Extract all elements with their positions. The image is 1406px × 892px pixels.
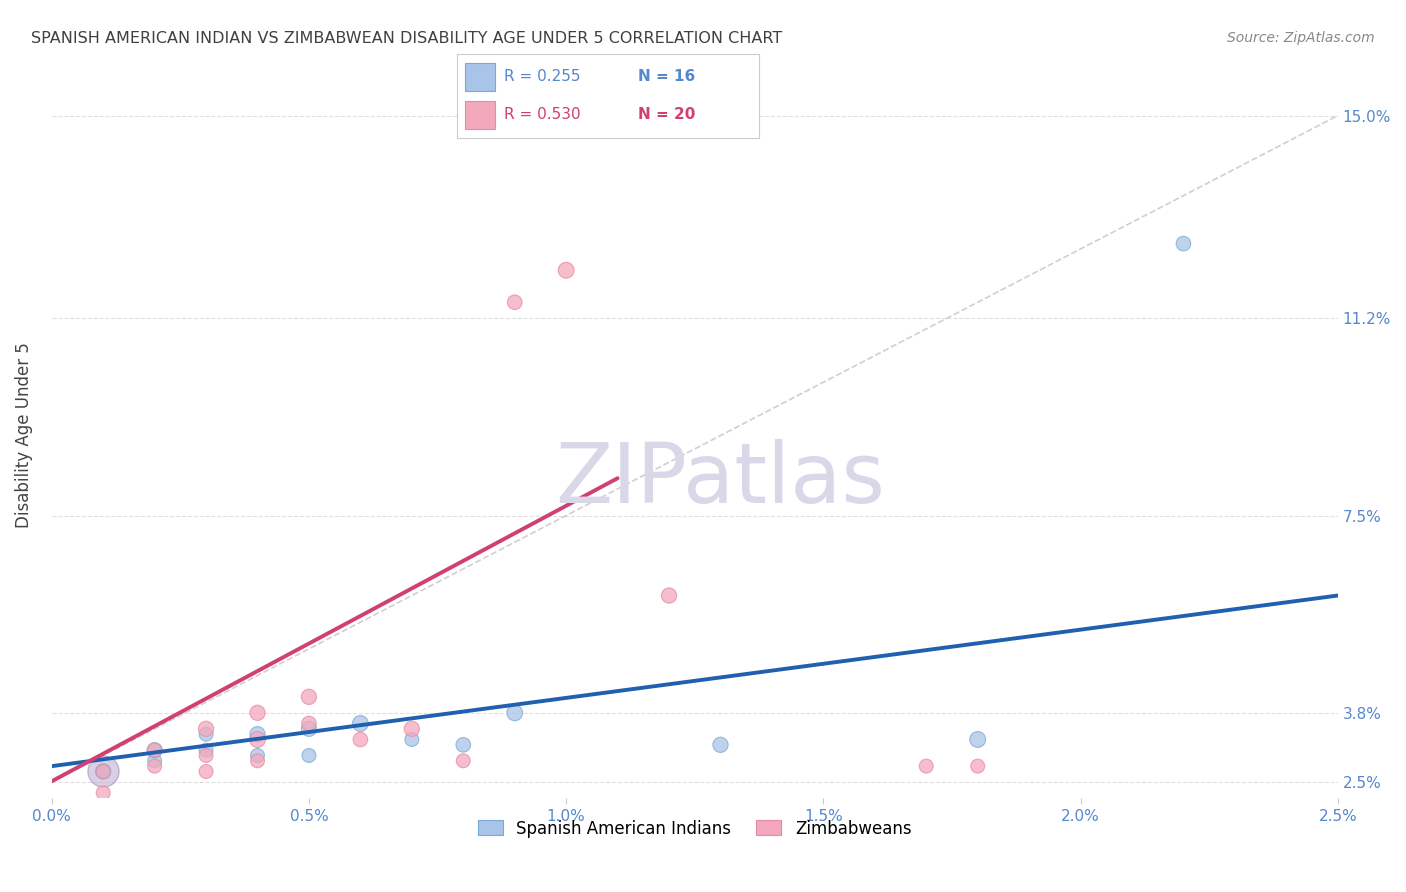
Point xyxy=(246,727,269,741)
Point xyxy=(195,727,218,741)
Text: SPANISH AMERICAN INDIAN VS ZIMBABWEAN DISABILITY AGE UNDER 5 CORRELATION CHART: SPANISH AMERICAN INDIAN VS ZIMBABWEAN DI… xyxy=(31,31,782,46)
Point xyxy=(91,764,114,779)
Point xyxy=(658,589,681,603)
Point xyxy=(451,754,474,768)
Text: R = 0.255: R = 0.255 xyxy=(503,70,581,85)
FancyBboxPatch shape xyxy=(464,101,495,129)
Point xyxy=(143,743,166,757)
Text: ZIPatlas: ZIPatlas xyxy=(555,439,886,519)
Point xyxy=(195,748,218,763)
Point xyxy=(91,764,114,779)
Point xyxy=(503,706,526,720)
FancyBboxPatch shape xyxy=(464,62,495,91)
Point xyxy=(401,722,423,736)
Point xyxy=(91,764,114,779)
Point xyxy=(966,732,988,747)
Point xyxy=(195,743,218,757)
Point xyxy=(246,706,269,720)
Point xyxy=(298,690,321,704)
Point xyxy=(91,786,114,800)
Y-axis label: Disability Age Under 5: Disability Age Under 5 xyxy=(15,343,32,528)
Point xyxy=(143,759,166,773)
Point xyxy=(451,738,474,752)
Point xyxy=(246,754,269,768)
Point xyxy=(966,759,988,773)
Point xyxy=(349,716,371,731)
Text: R = 0.530: R = 0.530 xyxy=(503,107,581,122)
Point xyxy=(143,754,166,768)
Text: Source: ZipAtlas.com: Source: ZipAtlas.com xyxy=(1227,31,1375,45)
Point xyxy=(298,722,321,736)
Text: N = 16: N = 16 xyxy=(638,70,696,85)
Legend: Spanish American Indians, Zimbabweans: Spanish American Indians, Zimbabweans xyxy=(471,813,918,844)
Point xyxy=(349,732,371,747)
Text: N = 20: N = 20 xyxy=(638,107,696,122)
Point xyxy=(298,716,321,731)
Point xyxy=(195,764,218,779)
Point xyxy=(246,748,269,763)
Point xyxy=(195,722,218,736)
Point xyxy=(143,743,166,757)
Point xyxy=(1173,236,1195,251)
Point xyxy=(298,748,321,763)
Point xyxy=(246,732,269,747)
Point xyxy=(709,738,731,752)
Point xyxy=(915,759,938,773)
Point xyxy=(555,263,578,277)
Point xyxy=(503,295,526,310)
Point xyxy=(401,732,423,747)
